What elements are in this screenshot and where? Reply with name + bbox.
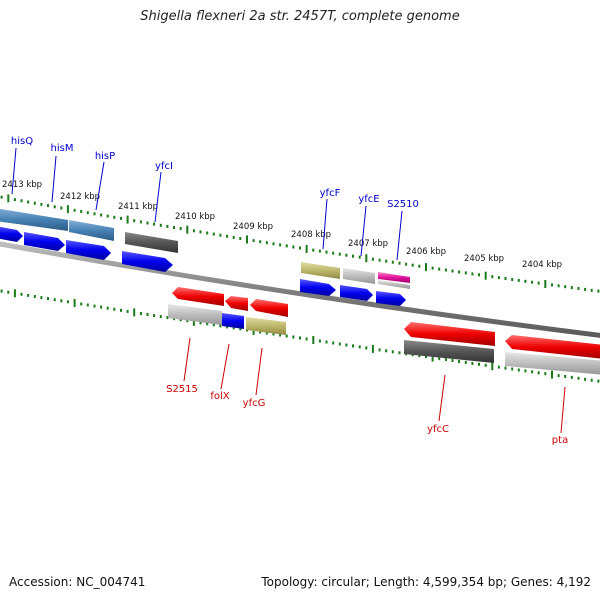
kbp-label: 2409 kbp <box>233 222 273 232</box>
gene-label-S2515[interactable]: S2515 <box>166 384 198 395</box>
gene-arrow-hisP[interactable] <box>66 240 111 260</box>
gene-arrow-yfcE[interactable] <box>340 285 373 301</box>
gene-arrow-hisQ[interactable] <box>0 226 23 242</box>
upper-feature-row <box>0 208 410 289</box>
feature-bar[interactable] <box>301 262 340 279</box>
lower-feature-row <box>168 304 600 375</box>
gene-arrow-yfcI[interactable] <box>122 251 173 272</box>
feature-bar[interactable] <box>222 313 244 329</box>
gene-label-hisQ[interactable]: hisQ <box>11 136 33 147</box>
forward-gene-arrows <box>0 226 406 306</box>
gene-label-S2510[interactable]: S2510 <box>387 199 419 210</box>
feature-bar[interactable] <box>168 304 222 325</box>
gene-leader-lines <box>11 147 566 434</box>
kbp-label: 2410 kbp <box>175 212 215 222</box>
map-title: Shigella flexneri 2a str. 2457T, complet… <box>140 9 460 24</box>
kbp-labels: 2413 kbp 2412 kbp 2411 kbp 2410 kbp 2409 kbp… <box>2 180 562 270</box>
accession-label: Accession: NC_004741 <box>9 575 146 589</box>
gene-arrow-pta[interactable] <box>505 335 600 359</box>
feature-bar[interactable] <box>0 208 68 231</box>
feature-bar[interactable] <box>505 352 600 375</box>
kbp-label: 2405 kbp <box>464 254 504 264</box>
gene-arrow-folX[interactable] <box>225 296 248 311</box>
lower-tick-ring <box>0 289 600 383</box>
gene-arrow-S2510[interactable] <box>376 291 406 306</box>
kbp-label: 2404 kbp <box>522 260 562 270</box>
gene-arrow-yfcC[interactable] <box>404 322 495 346</box>
feature-bar[interactable] <box>246 317 286 335</box>
gene-arrow-yfcF[interactable] <box>300 279 336 296</box>
kbp-label: 2406 kbp <box>406 247 446 257</box>
kbp-label: 2413 kbp <box>2 180 42 190</box>
reverse-gene-labels: S2515 folX yfcG yfcC pta <box>166 384 568 446</box>
genome-backbone <box>0 241 600 338</box>
gene-label-hisP[interactable]: hisP <box>95 151 115 162</box>
kbp-label: 2411 kbp <box>118 202 158 212</box>
gene-label-yfcI[interactable]: yfcI <box>155 161 173 172</box>
feature-bar[interactable] <box>378 272 410 283</box>
gene-label-yfcE[interactable]: yfcE <box>358 194 379 205</box>
kbp-label: 2408 kbp <box>291 230 331 240</box>
feature-bar[interactable] <box>343 268 375 284</box>
feature-bar[interactable] <box>404 340 494 363</box>
forward-gene-labels: hisQ hisM hisP yfcI yfcF yfcE S2510 <box>11 136 419 210</box>
feature-bar[interactable] <box>69 220 114 241</box>
gene-label-yfcG[interactable]: yfcG <box>243 398 266 409</box>
topology-label: Topology: circular; Length: 4,599,354 bp… <box>261 575 591 589</box>
kbp-label: 2412 kbp <box>60 192 100 202</box>
gene-arrow-hisM[interactable] <box>24 232 65 251</box>
gene-label-folX[interactable]: folX <box>210 391 229 402</box>
reverse-gene-arrows <box>172 287 600 359</box>
feature-bar[interactable] <box>125 232 178 253</box>
feature-bar[interactable] <box>378 280 410 289</box>
gene-arrow-S2515[interactable] <box>172 287 224 306</box>
kbp-label: 2407 kbp <box>348 239 388 249</box>
gene-label-hisM[interactable]: hisM <box>51 143 74 154</box>
gene-label-pta[interactable]: pta <box>552 435 568 446</box>
upper-tick-ring <box>0 194 600 293</box>
gene-label-yfcF[interactable]: yfcF <box>320 188 341 199</box>
gene-arrow-yfcG[interactable] <box>250 299 288 317</box>
gene-label-yfcC[interactable]: yfcC <box>427 424 449 435</box>
